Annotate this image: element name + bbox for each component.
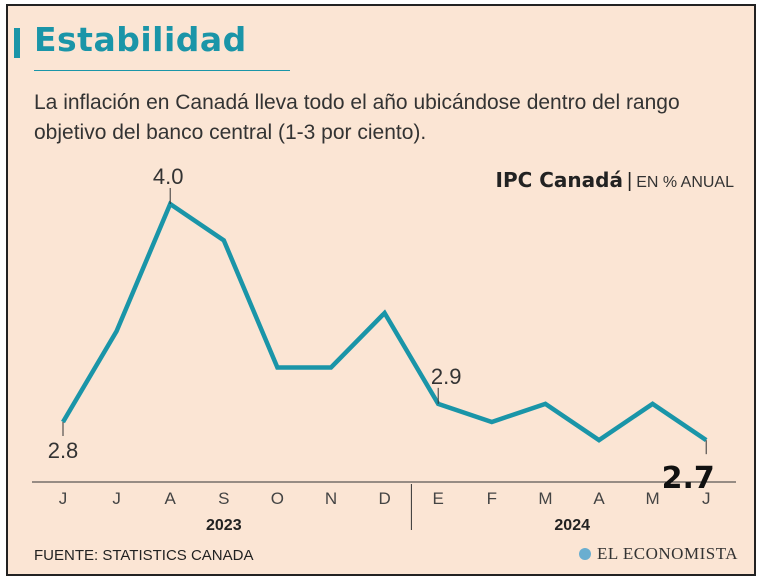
data-label: 2.7 bbox=[662, 461, 715, 496]
source-note: FUENTE: STATISTICS CANADA bbox=[34, 547, 254, 564]
x-tick-label: M bbox=[646, 489, 660, 508]
year-label: 2023 bbox=[206, 517, 242, 534]
x-tick-label: A bbox=[593, 489, 605, 508]
chart-title-main: IPC Canadá bbox=[495, 168, 623, 192]
x-tick-label: A bbox=[165, 489, 177, 508]
infographic-card: Estabilidad La inflación en Canadá lleva… bbox=[6, 4, 756, 576]
year-label: 2024 bbox=[554, 517, 590, 534]
x-tick-label: S bbox=[218, 489, 229, 508]
title-accent-bar bbox=[14, 28, 20, 58]
data-label: 4.0 bbox=[153, 164, 184, 189]
x-tick-label: E bbox=[433, 489, 444, 508]
x-tick-label: M bbox=[538, 489, 552, 508]
x-tick-label: J bbox=[112, 489, 121, 508]
data-label: 2.8 bbox=[48, 438, 79, 463]
x-tick-label: O bbox=[271, 489, 284, 508]
title-underline bbox=[34, 70, 290, 71]
x-tick-label: D bbox=[378, 489, 390, 508]
series-line bbox=[61, 200, 708, 443]
globe-icon bbox=[579, 548, 592, 560]
chart-unit-label: EN % ANUAL bbox=[636, 174, 734, 191]
x-tick-label: N bbox=[325, 489, 337, 508]
subtitle: La inflación en Canadá lleva todo el año… bbox=[34, 91, 680, 144]
x-tick-label: J bbox=[59, 489, 68, 508]
brand-logo: EL ECONOMISTA bbox=[579, 544, 738, 564]
line-chart: J J A S O N D E F M A M J 2023 2024 2.8 4.0 2.9 2.7 bbox=[32, 164, 736, 534]
data-label: 2.9 bbox=[431, 364, 462, 389]
chart-title-separator: | bbox=[626, 170, 633, 192]
chart-title: IPC Canadá | EN % ANUAL bbox=[496, 168, 734, 193]
x-tick-label: F bbox=[487, 489, 497, 508]
x-tick-label: J bbox=[702, 489, 711, 508]
brand-name: EL ECONOMISTA bbox=[597, 544, 738, 563]
page-title: Estabilidad bbox=[34, 20, 247, 59]
